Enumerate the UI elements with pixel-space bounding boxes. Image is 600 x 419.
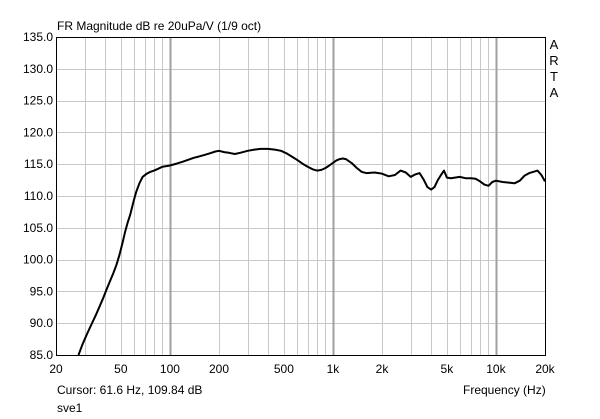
y-tick-label: 120.0 [23,125,53,139]
y-tick-label: 125.0 [23,94,53,108]
x-axis-label: Frequency (Hz) [463,383,546,397]
x-tick-label: 10k [486,362,506,376]
brand-letter: R [549,53,559,68]
response-line [77,147,546,356]
x-tick-label: 5k [441,362,455,376]
x-tick-label: 1k [327,362,341,376]
y-tick-label: 95.0 [30,284,54,298]
x-tick-label: 20 [49,362,63,376]
brand-letter: T [550,69,558,84]
x-tick-label: 50 [114,362,128,376]
arta-brand-label: A R T A [547,37,561,101]
brand-letter: A [549,85,559,100]
x-tick-label: 200 [209,362,229,376]
x-tick-label: 20k [535,362,555,376]
y-tick-label: 115.0 [24,157,53,171]
brand-letter: A [549,37,559,52]
y-tick-label: 130.0 [23,62,53,76]
x-tick-label: 2k [376,362,390,376]
y-tick-label: 135.0 [23,30,53,44]
chart-title: FR Magnitude dB re 20uPa/V (1/9 oct) [57,19,262,33]
y-tick-label: 100.0 [23,253,53,267]
y-tick-label: 90.0 [30,316,54,330]
y-tick-label: 85.0 [30,348,54,362]
y-tick-label: 110.0 [24,189,53,203]
y-tick-label: 105.0 [23,221,53,235]
cursor-readout: Cursor: 61.6 Hz, 109.84 dB [57,383,203,397]
grid-minor [56,37,546,356]
plot-frame [56,37,546,356]
grid-major [169,37,498,355]
x-tick-labels: 20 50 100 200 500 1k 2k 5k 10k 20k [49,362,555,376]
x-tick-label: 100 [160,362,180,376]
legend-label: sve1 [57,401,83,415]
y-tick-labels: 135.0 130.0 125.0 120.0 115.0 110.0 105.0 100.0… [23,30,53,362]
x-tick-label: 500 [274,362,294,376]
response-trace [77,147,546,356]
